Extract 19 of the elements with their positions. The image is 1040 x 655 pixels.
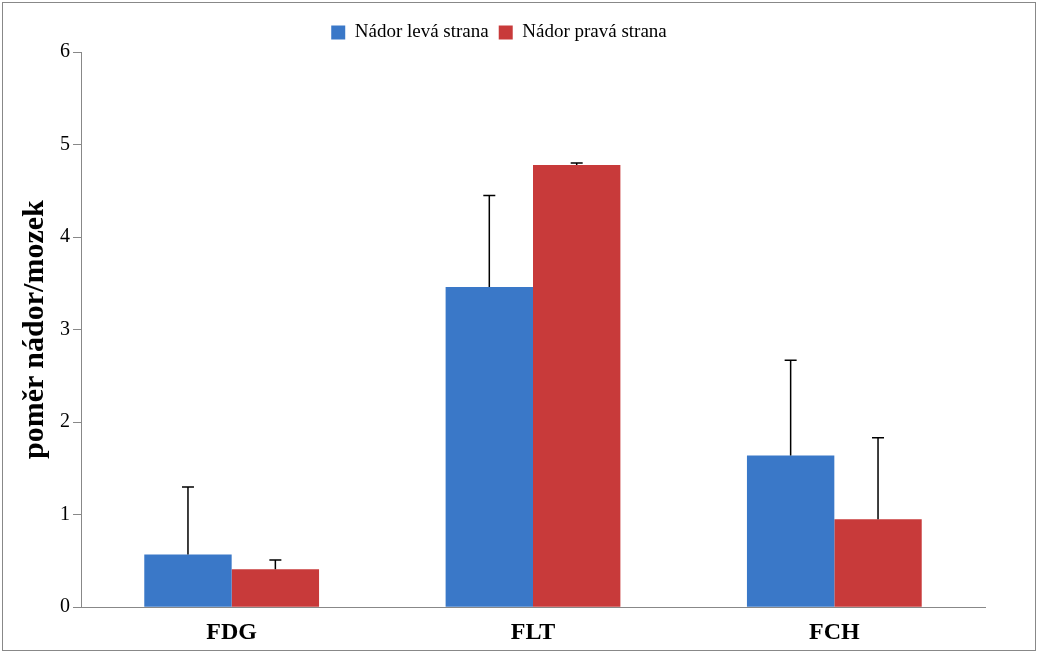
- legend-label: Nádor pravá strana: [522, 20, 668, 42]
- y-tick-label: 5: [60, 131, 70, 154]
- y-tick-label: 3: [60, 316, 70, 339]
- y-tick-label: 2: [60, 409, 70, 432]
- bar: [533, 164, 621, 607]
- y-tick-label: 1: [60, 501, 70, 524]
- bar: [445, 287, 533, 607]
- bar: [144, 554, 232, 607]
- y-tick-label: 4: [60, 224, 70, 247]
- bar: [746, 455, 835, 607]
- y-tick-label: 6: [60, 39, 70, 62]
- x-tick-label: FDG: [206, 617, 258, 644]
- y-axis-title: poměr nádor/mozek: [15, 199, 49, 459]
- legend-label: Nádor levá strana: [354, 20, 490, 42]
- y-tick-label: 0: [60, 594, 70, 617]
- bar: [834, 519, 922, 607]
- bar: [231, 569, 320, 607]
- x-tick-label: FLT: [510, 617, 556, 644]
- x-tick-label: FCH: [809, 617, 860, 644]
